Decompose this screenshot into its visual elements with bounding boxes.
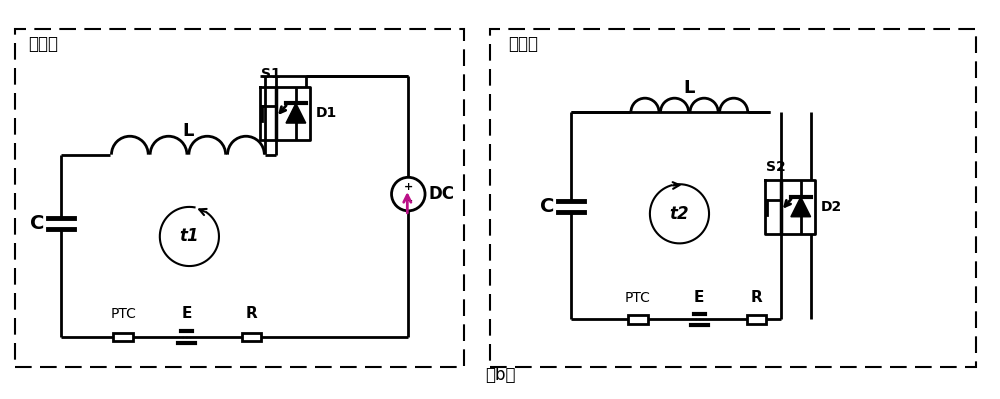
Text: C: C bbox=[30, 214, 45, 233]
Bar bbox=[628, 315, 648, 324]
Text: E: E bbox=[694, 290, 704, 304]
Text: t2: t2 bbox=[670, 205, 689, 223]
Text: 回路二: 回路二 bbox=[508, 35, 538, 53]
Text: +: + bbox=[404, 182, 413, 192]
Bar bbox=[490, 30, 976, 367]
Text: E: E bbox=[181, 306, 192, 321]
Bar bbox=[747, 315, 766, 324]
Text: D2: D2 bbox=[820, 200, 842, 214]
Text: S2: S2 bbox=[766, 160, 786, 174]
Text: DC: DC bbox=[428, 185, 454, 203]
Text: 回路一: 回路一 bbox=[29, 35, 59, 53]
Text: −: − bbox=[403, 195, 414, 207]
Bar bbox=[113, 333, 133, 342]
Text: L: L bbox=[182, 122, 194, 140]
Text: L: L bbox=[684, 79, 695, 97]
Text: S1: S1 bbox=[261, 67, 281, 81]
Text: PTC: PTC bbox=[110, 307, 136, 321]
Polygon shape bbox=[791, 197, 811, 217]
Text: C: C bbox=[540, 198, 555, 216]
Bar bbox=[15, 30, 464, 367]
Text: t1: t1 bbox=[180, 227, 199, 245]
Text: R: R bbox=[246, 306, 257, 321]
Text: D1: D1 bbox=[316, 106, 337, 120]
Text: （b）: （b） bbox=[485, 366, 515, 384]
Text: R: R bbox=[751, 290, 762, 304]
Bar bbox=[242, 333, 261, 342]
Text: PTC: PTC bbox=[625, 290, 651, 304]
Polygon shape bbox=[286, 103, 306, 123]
